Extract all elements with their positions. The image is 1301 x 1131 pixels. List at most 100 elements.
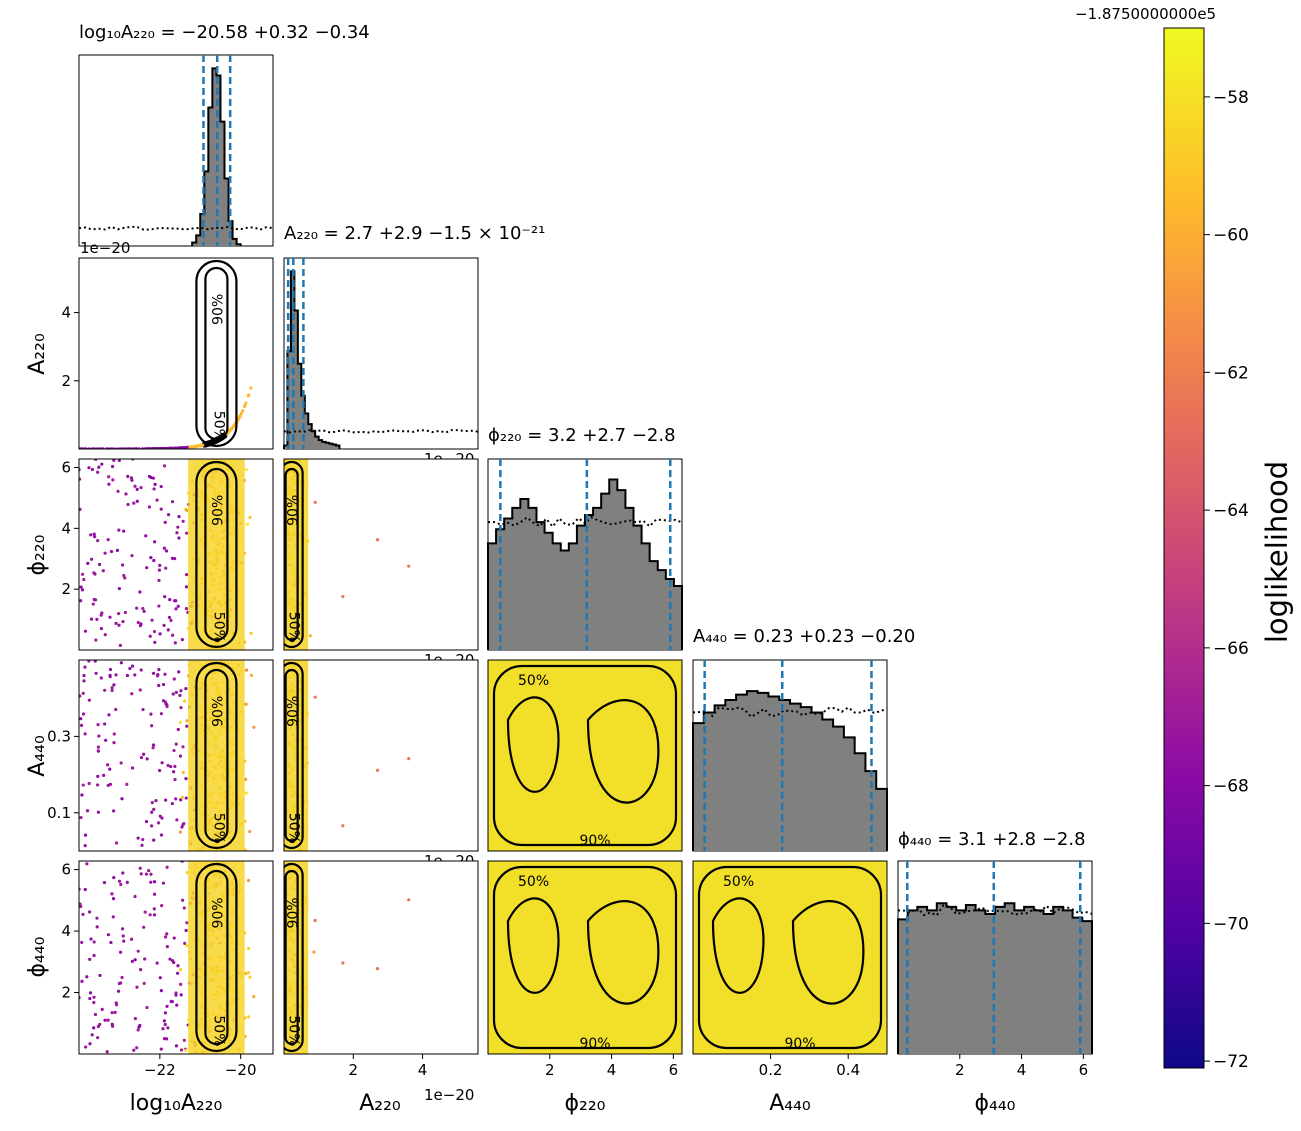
sample-point <box>96 539 100 543</box>
sample-point <box>110 686 114 690</box>
sample-point <box>86 561 90 566</box>
sample-point <box>159 1047 163 1051</box>
density-fill <box>693 861 887 1054</box>
contour-label-50: 50% <box>518 673 549 689</box>
sample-point <box>111 915 115 919</box>
sample-point <box>375 768 380 772</box>
sample-point <box>177 670 181 674</box>
sample-point <box>180 795 185 800</box>
sample-point <box>79 717 83 721</box>
contour-50 <box>204 467 229 642</box>
sample-point <box>123 576 127 580</box>
sample-point <box>177 446 181 449</box>
sample-point <box>245 522 250 526</box>
sample-point <box>92 1026 96 1030</box>
sample-point <box>184 928 188 933</box>
sample-point <box>313 695 317 699</box>
x-tick-label-phi220: 4 <box>607 1061 617 1079</box>
sample-point <box>135 499 139 503</box>
sample-point <box>185 719 189 723</box>
sample-point <box>164 798 168 802</box>
sample-point <box>97 465 101 469</box>
sample-point <box>182 906 186 910</box>
sample-point <box>110 892 114 896</box>
x-tick-label-log10A220: −20 <box>225 1061 257 1079</box>
xlabel-A220: A₂₂₀ <box>359 1091 401 1116</box>
sample-point <box>185 943 189 948</box>
offset-label-xaxis-A220: 1e−20 <box>424 1086 474 1104</box>
sample-point <box>81 691 85 695</box>
prior-line-A440 <box>692 706 888 719</box>
sample-point <box>165 945 169 949</box>
contour-90 <box>284 661 304 850</box>
sample-point <box>247 946 251 951</box>
sample-point <box>100 462 104 466</box>
colorbar-label: loglikelihood <box>1260 461 1294 643</box>
sample-point <box>108 615 112 619</box>
sample-point <box>149 475 153 480</box>
sample-point <box>133 673 137 677</box>
sample-point <box>175 1003 179 1007</box>
sample-point <box>112 741 116 745</box>
sample-point <box>133 484 137 488</box>
sample-point <box>132 1048 136 1052</box>
hist-outline-A440 <box>692 690 888 851</box>
sample-point <box>176 964 180 968</box>
contours: 90% 50% <box>195 661 238 850</box>
sample-point <box>341 824 345 828</box>
sample-point <box>165 932 169 936</box>
sample-point <box>157 568 162 572</box>
sample-point <box>118 950 123 954</box>
sample-point <box>82 679 86 683</box>
sample-point <box>106 1018 110 1022</box>
contour-label-90: 90% <box>784 1036 815 1052</box>
sample-point <box>126 474 130 478</box>
sample-point <box>181 770 185 775</box>
sample-point <box>177 515 181 519</box>
sample-point <box>147 868 151 873</box>
sample-point <box>179 706 183 710</box>
contour-50 <box>586 699 660 804</box>
sample-point <box>167 615 172 620</box>
sample-point <box>95 617 99 621</box>
sample-point <box>185 871 189 875</box>
y-tick-label-A220: 4 <box>61 304 71 322</box>
ylabel-phi220: ϕ₂₂₀ <box>25 534 50 575</box>
sample-point <box>180 637 184 642</box>
sample-point <box>118 643 122 647</box>
contours: 90% 50% <box>697 865 883 1052</box>
sample-point <box>163 1022 167 1027</box>
sample-point <box>162 1019 166 1023</box>
sample-point <box>93 1012 98 1017</box>
panel-frame <box>283 860 479 1055</box>
sample-point <box>172 748 176 753</box>
panel-frame <box>487 860 683 1055</box>
sample-point <box>169 618 173 622</box>
sample-point <box>252 995 256 999</box>
sample-point <box>174 1044 179 1048</box>
x-tick-label-phi220: 6 <box>669 1061 679 1079</box>
colorbar-ticks: −58 −60 −62 −64 −66 −68 −70 −72 <box>1204 88 1249 1072</box>
sample-point <box>163 595 167 599</box>
sample-point <box>159 833 164 837</box>
sample-point <box>130 959 134 963</box>
sample-point <box>81 912 85 916</box>
sample-point <box>108 667 113 672</box>
sample-point <box>102 773 106 777</box>
sample-point <box>92 1000 96 1005</box>
sample-point <box>243 777 248 781</box>
sample-point <box>139 756 144 760</box>
sample-point <box>109 940 113 945</box>
colorbar-tick-label: −70 <box>1213 914 1249 934</box>
sample-point <box>244 467 248 472</box>
sample-point <box>151 743 156 747</box>
contour-label-90: 90% <box>286 696 302 727</box>
sample-point <box>121 619 125 624</box>
sample-point <box>176 604 180 608</box>
sample-point <box>155 498 159 502</box>
scatter-panel-phi440-vs-log10A220: 90% 50% <box>79 861 273 1054</box>
sample-point <box>136 949 140 953</box>
sample-point <box>175 531 179 535</box>
panel-frame <box>283 458 479 651</box>
sample-point <box>244 401 248 405</box>
